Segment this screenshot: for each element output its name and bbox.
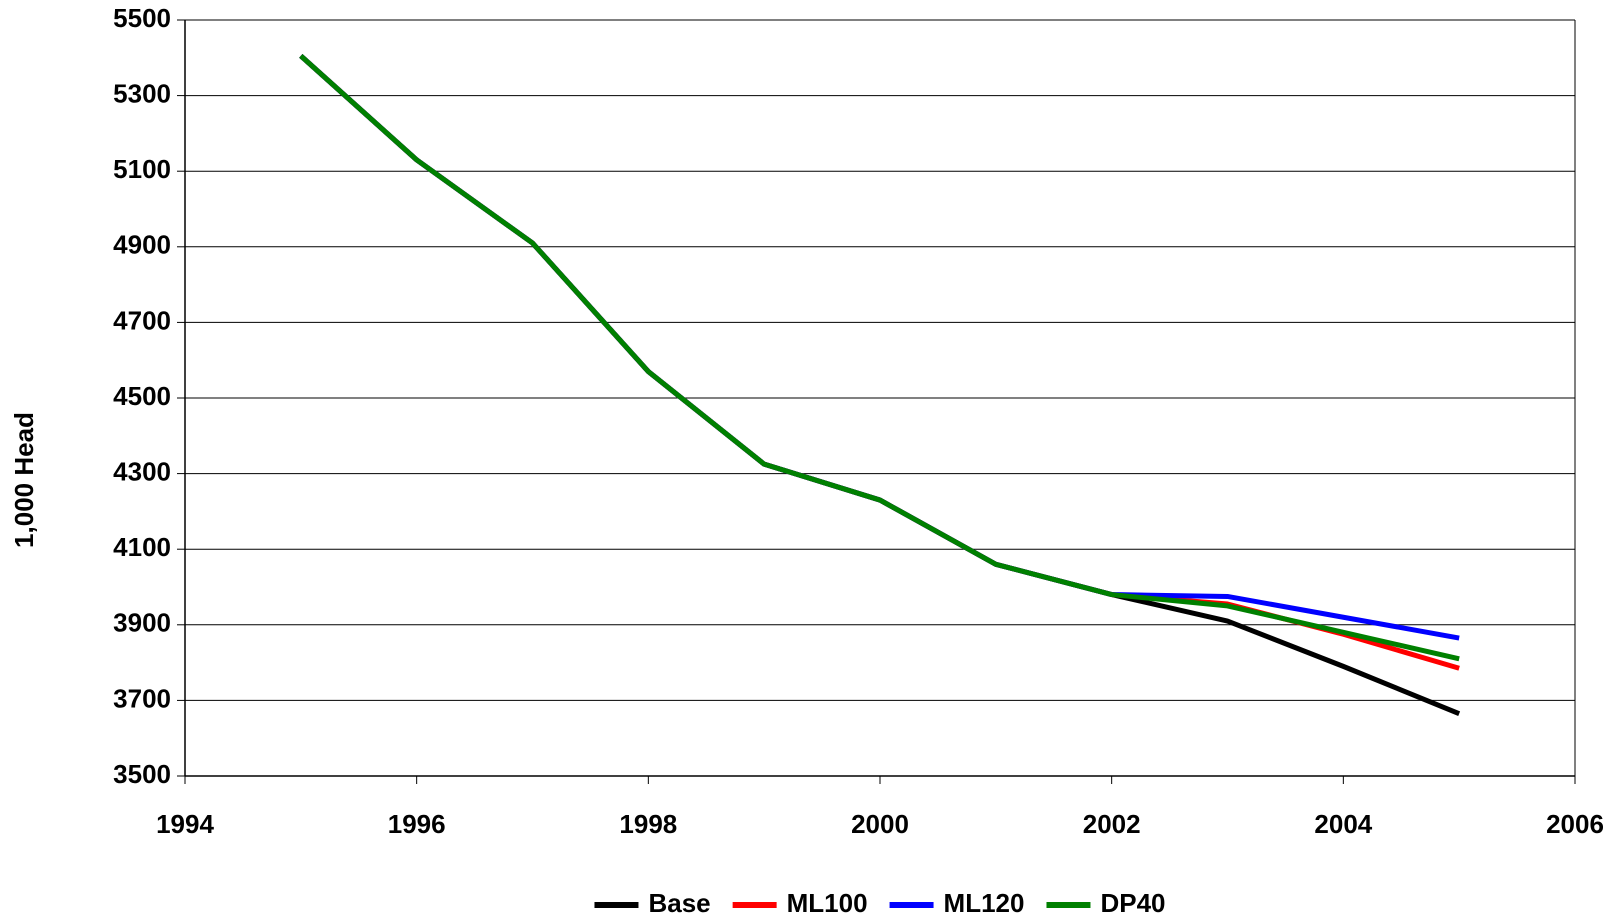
y-tick-label: 4300 [113, 456, 171, 486]
series-line [299, 54, 1461, 716]
series-line [299, 54, 1460, 662]
y-tick-label: 5300 [113, 78, 171, 108]
legend-label: ML120 [944, 888, 1025, 918]
y-tick-label: 5500 [113, 3, 171, 33]
x-tick-label: 2006 [1546, 809, 1604, 839]
x-tick-label: 1998 [619, 809, 677, 839]
y-tick-label: 3500 [113, 759, 171, 789]
x-tick-label: 2002 [1083, 809, 1141, 839]
series-line [299, 54, 1460, 641]
legend-label: DP40 [1100, 888, 1165, 918]
series-line [299, 54, 1460, 671]
y-tick-label: 5100 [113, 154, 171, 184]
y-axis-label: 1,000 Head [9, 412, 39, 548]
y-tick-label: 3700 [113, 683, 171, 713]
x-tick-label: 1996 [388, 809, 446, 839]
x-tick-label: 2000 [851, 809, 909, 839]
y-tick-label: 4700 [113, 305, 171, 335]
y-tick-label: 4100 [113, 532, 171, 562]
y-tick-label: 3900 [113, 608, 171, 638]
x-tick-label: 1994 [156, 809, 214, 839]
y-tick-label: 4900 [113, 230, 171, 260]
legend-label: Base [648, 888, 710, 918]
y-tick-label: 4500 [113, 381, 171, 411]
legend-label: ML100 [787, 888, 868, 918]
x-tick-label: 2004 [1314, 809, 1372, 839]
